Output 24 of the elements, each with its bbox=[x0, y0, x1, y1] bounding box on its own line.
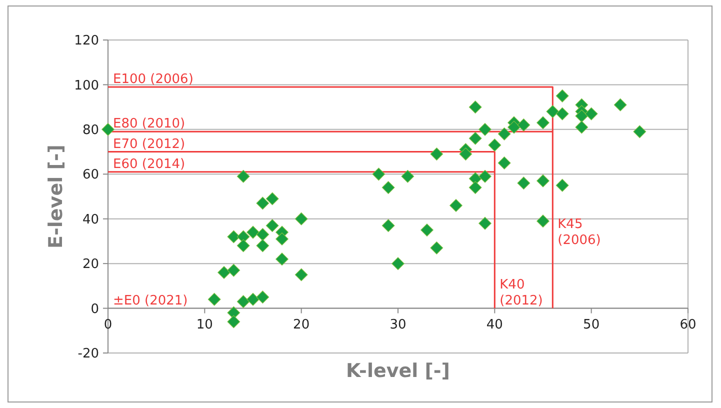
annotation: K40 (2012) bbox=[500, 277, 543, 308]
annotation: E60 (2014) bbox=[113, 156, 186, 172]
annotation: E80 (2010) bbox=[113, 116, 186, 132]
y-axis-title: E-level [-] bbox=[45, 144, 67, 248]
y-tick-label: 60 bbox=[82, 168, 99, 183]
y-tick-label: 120 bbox=[74, 34, 99, 49]
annotation: ±E0 (2021) bbox=[113, 293, 188, 308]
y-tick-label: -20 bbox=[78, 346, 99, 362]
x-tick-label: 10 bbox=[196, 317, 213, 332]
annotation: K45 (2006) bbox=[558, 216, 601, 248]
annotation: E70 (2012) bbox=[113, 136, 186, 152]
y-tick-label: 80 bbox=[82, 122, 99, 138]
x-tick-label: 0 bbox=[104, 317, 112, 332]
x-tick-label: 40 bbox=[486, 317, 503, 332]
x-tick-label: 50 bbox=[583, 317, 600, 332]
y-tick-label: 100 bbox=[74, 78, 99, 94]
x-axis-title: K-level [-] bbox=[346, 360, 450, 382]
x-tick-label: 30 bbox=[390, 317, 406, 332]
x-tick-label: 20 bbox=[293, 317, 310, 332]
x-tick-label: 60 bbox=[680, 317, 696, 332]
y-tick-label: 0 bbox=[90, 302, 99, 317]
annotation: E100 (2006) bbox=[113, 72, 194, 87]
y-tick-label: 40 bbox=[82, 212, 99, 228]
y-tick-label: 20 bbox=[82, 257, 99, 272]
